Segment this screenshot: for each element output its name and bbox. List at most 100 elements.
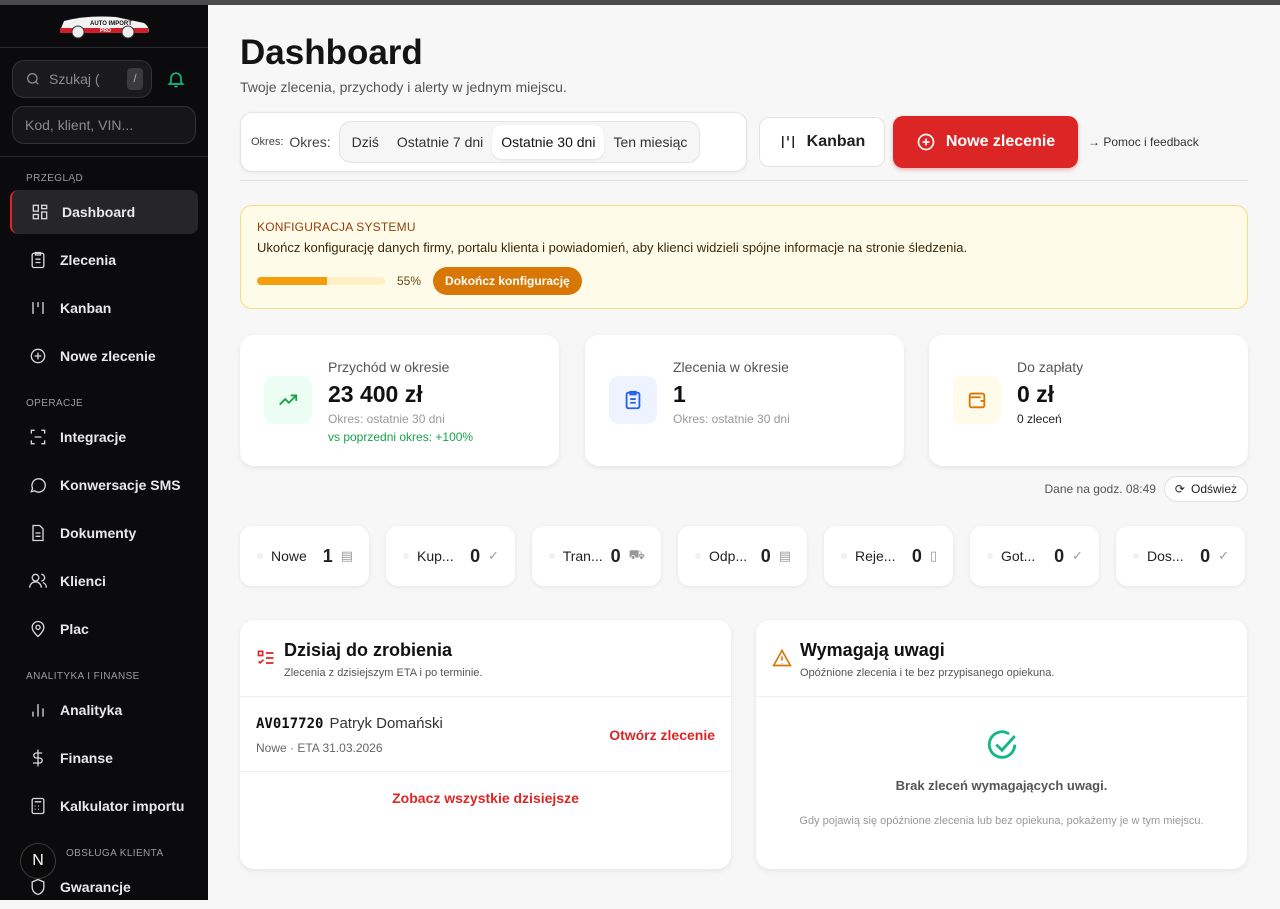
- status-chip-kupione[interactable]: Kup... 0 ✓: [386, 526, 515, 586]
- kanban-icon: [781, 136, 794, 148]
- help-label: Pomoc i feedback: [1103, 135, 1199, 149]
- search-input[interactable]: Szukaj ( /: [12, 60, 152, 98]
- refresh-label: Odśwież: [1190, 482, 1237, 496]
- search-shortcut: /: [127, 68, 143, 90]
- check-circle-icon: ✓: [488, 548, 499, 563]
- status-label: Kup...: [417, 548, 454, 564]
- period-option-7-days[interactable]: Ostatnie 7 dni: [396, 134, 484, 150]
- status-dot: [695, 553, 701, 559]
- sidebar-item-label: Zlecenia: [60, 252, 117, 268]
- search-placeholder: Szukaj (: [49, 71, 100, 87]
- data-timestamp: Dane na godz. 08:49 ⟳ Odśwież: [1044, 476, 1248, 502]
- check-circle-icon: [987, 730, 1016, 759]
- today-subtitle: Zlecenia z dzisiejszym ETA i po terminie…: [284, 667, 483, 679]
- period-option-30-days[interactable]: Ostatnie 30 dni: [492, 125, 605, 159]
- page-subtitle: Twoje zlecenia, przychody i alerty w jed…: [240, 79, 567, 95]
- quick-lookup-input[interactable]: Kod, klient, VIN...: [12, 106, 196, 144]
- stat-label: Zlecenia w okresie: [673, 359, 789, 375]
- today-panel: Dzisiaj do zrobienia Zlecenia z dzisiejsz…: [240, 620, 731, 869]
- sidebar-item-kalkulator-importu[interactable]: Kalkulator importu: [10, 784, 198, 828]
- sidebar-item-zlecenia[interactable]: Zlecenia: [10, 238, 198, 282]
- clipboard-icon: ▤: [340, 548, 353, 563]
- sidebar-item-analityka[interactable]: Analityka: [10, 688, 198, 732]
- section-label: OPERACJE: [26, 398, 84, 409]
- section-label: PRZEGLĄD: [26, 173, 84, 184]
- map-pin-icon: [31, 620, 45, 638]
- kanban-label: Kanban: [806, 133, 866, 150]
- users-icon: [29, 573, 47, 588]
- clipboard-icon: [609, 376, 657, 424]
- sidebar-item-dokumenty[interactable]: Dokumenty: [10, 511, 198, 555]
- status-dot: [1133, 553, 1139, 559]
- sidebar-item-dashboard[interactable]: Dashboard: [10, 190, 198, 234]
- sidebar-item-label: Nowe zlecenie: [60, 348, 156, 364]
- trending-up-icon: [264, 376, 312, 424]
- status-label: Nowe: [271, 548, 307, 564]
- status-count: 0: [1054, 545, 1065, 566]
- sidebar-item-finanse[interactable]: Finanse: [10, 736, 198, 780]
- bar-chart-icon: [32, 704, 44, 717]
- status-label: Tran...: [562, 548, 603, 564]
- sidebar-item-label: Klienci: [60, 573, 106, 589]
- sidebar-divider: [0, 156, 208, 157]
- period-segmented-control: Dziś Ostatnie 7 dni Ostatnie 30 dni Ten …: [338, 121, 701, 163]
- refresh-button[interactable]: ⟳ Odśwież: [1163, 476, 1248, 502]
- new-order-button[interactable]: Nowe zlecenie: [893, 116, 1078, 168]
- shield-icon: [31, 878, 45, 896]
- period-label-small: Okres:: [251, 136, 284, 148]
- assistant-bubble[interactable]: N: [20, 843, 56, 879]
- sidebar-item-gwarancje[interactable]: Gwarancje: [10, 865, 198, 909]
- logo[interactable]: AUTO IMPORT PRO: [0, 5, 208, 48]
- config-description: Ukończ konfigurację danych firmy, portal…: [257, 240, 968, 255]
- stat-sub: Okres: ostatnie 30 dni: [673, 412, 790, 426]
- sidebar-item-plac[interactable]: Plac: [10, 607, 198, 651]
- open-order-link[interactable]: Otwórz zlecenie: [609, 727, 715, 743]
- period-option-this-month[interactable]: Ten miesiąc: [613, 134, 688, 150]
- stat-label: Do zapłaty: [1017, 359, 1084, 375]
- period-label: Okres:: [289, 134, 331, 150]
- file-check-icon: ▯: [929, 548, 937, 563]
- status-chip-gotowe[interactable]: Got... 0 ✓: [970, 526, 1099, 586]
- section-label: ANALITYKA I FINANSE: [26, 671, 140, 682]
- status-count: 0: [911, 545, 922, 566]
- calculator-icon: [31, 797, 45, 815]
- status-dot: [549, 553, 555, 559]
- wallet-icon: [953, 376, 1001, 424]
- finish-config-button[interactable]: Dokończ konfigurację: [433, 267, 582, 295]
- status-chip-transport[interactable]: Tran... 0 ⛟: [532, 526, 661, 586]
- status-label: Odp...: [709, 548, 748, 564]
- stat-card-orders: Zlecenia w okresie 1 Okres: ostatnie 30 dn…: [585, 335, 904, 466]
- status-label: Dos...: [1147, 548, 1184, 564]
- order-meta: Nowe · ETA 31.03.2026: [256, 741, 383, 755]
- kanban-button[interactable]: Kanban: [759, 117, 885, 167]
- timestamp-text: Dane na godz. 08:49: [1044, 482, 1156, 496]
- status-chip-dostarczone[interactable]: Dos... 0 ✓: [1116, 526, 1245, 586]
- bell-icon[interactable]: [166, 68, 186, 90]
- sidebar-item-kanban[interactable]: Kanban: [10, 286, 198, 330]
- sidebar-item-label: Kanban: [60, 300, 112, 316]
- period-option-today[interactable]: Dziś: [351, 134, 379, 150]
- status-chip-nowe[interactable]: Nowe 1 ▤: [240, 526, 369, 586]
- clipboard-icon: ▤: [778, 548, 791, 563]
- stat-value: 23 400 zł: [328, 381, 423, 407]
- stat-card-revenue: Przychód w okresie 23 400 zł Okres: ostatn…: [240, 335, 559, 466]
- sidebar-item-label: Finanse: [60, 750, 113, 766]
- config-banner: KONFIGURACJA SYSTEMU Ukończ konfigurację…: [240, 205, 1248, 309]
- status-chip-rejestracja[interactable]: Reje... 0 ▯: [824, 526, 953, 586]
- order-row[interactable]: AV017720 Patryk Domański Nowe · ETA 31.03…: [240, 697, 731, 772]
- plus-circle-icon: [30, 348, 46, 364]
- help-feedback-link[interactable]: → Pomoc i feedback: [1088, 135, 1199, 149]
- sidebar-item-klienci[interactable]: Klienci: [10, 559, 198, 603]
- sidebar-item-label: Kalkulator importu: [60, 798, 185, 814]
- quick-lookup-placeholder: Kod, klient, VIN...: [25, 117, 134, 133]
- sidebar-item-integracje[interactable]: Integracje: [10, 415, 198, 459]
- header-divider: [240, 180, 1248, 181]
- see-all-today-link[interactable]: Zobacz wszystkie dzisiejsze: [392, 790, 579, 806]
- sidebar-item-konwersacje-sms[interactable]: Konwersacje SMS: [10, 463, 198, 507]
- order-code: AV017720: [256, 716, 324, 732]
- svg-text:AUTO IMPORT: AUTO IMPORT: [90, 21, 132, 27]
- status-chip-odprawa[interactable]: Odp... 0 ▤: [678, 526, 807, 586]
- stat-card-to-pay: Do zapłaty 0 zł 0 zleceń: [929, 335, 1248, 466]
- sidebar-item-nowe-zlecenie[interactable]: Nowe zlecenie: [10, 334, 198, 378]
- config-progress-fill: [257, 277, 328, 285]
